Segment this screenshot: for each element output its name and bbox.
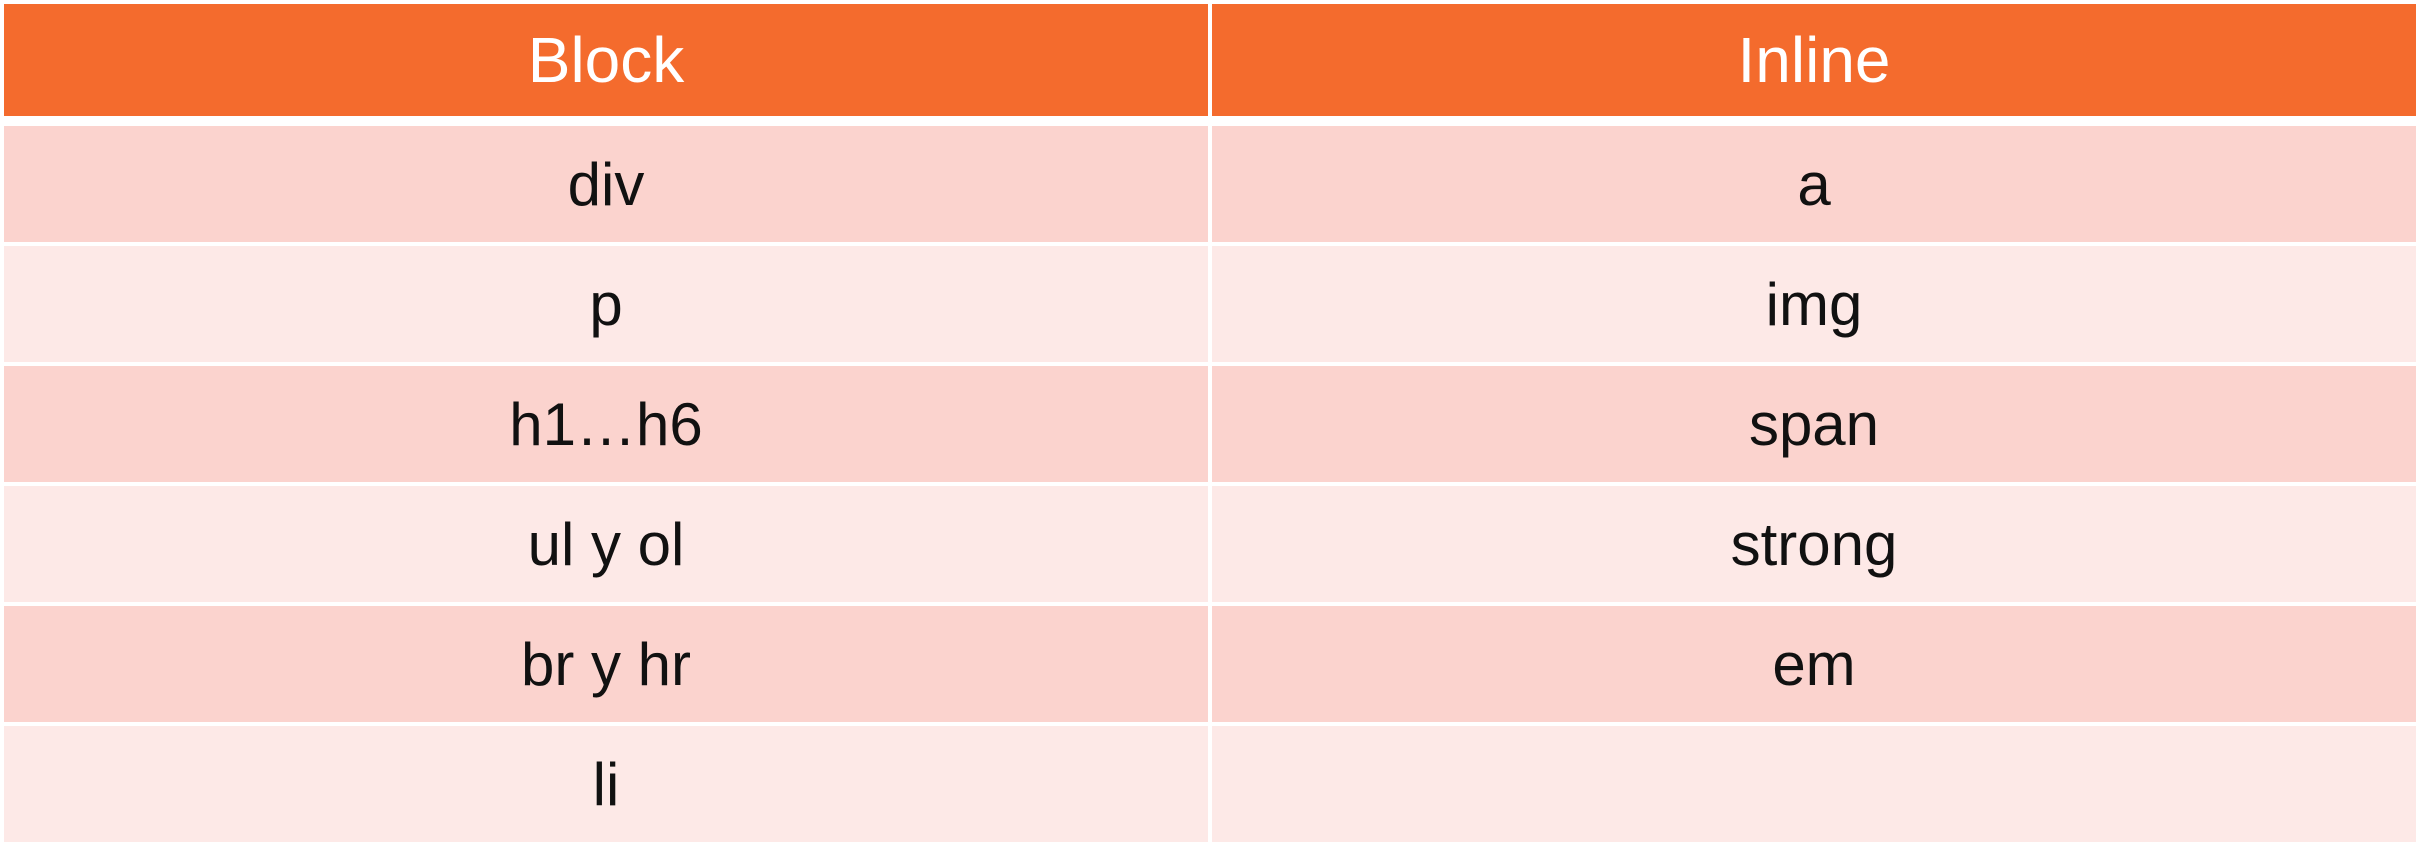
block-cell: br y hr [4,602,1212,726]
column-header-block: Block [4,4,1212,126]
inline-cell: span [1208,362,2416,486]
block-cell: h1…h6 [4,362,1212,486]
table-row: h1…h6 span [4,362,2416,486]
block-inline-table: Block Inline div a p img h1…h6 span ul y… [4,4,2416,842]
block-cell: p [4,242,1212,366]
header-row: Block Inline [4,4,2416,126]
table-row: ul y ol strong [4,482,2416,606]
inline-cell: strong [1208,482,2416,606]
inline-cell: em [1208,602,2416,726]
comparison-table-container: Block Inline div a p img h1…h6 span ul y… [4,4,2416,842]
table-row: li [4,722,2416,842]
column-header-inline: Inline [1208,4,2416,126]
table-header: Block Inline [4,4,2416,126]
table-row: p img [4,242,2416,366]
inline-cell [1208,722,2416,842]
table-row: div a [4,119,2416,246]
inline-cell: a [1208,119,2416,246]
block-cell: li [4,722,1212,842]
table-row: br y hr em [4,602,2416,726]
block-cell: div [4,119,1212,246]
table-body: div a p img h1…h6 span ul y ol strong br… [4,119,2416,842]
inline-cell: img [1208,242,2416,366]
block-cell: ul y ol [4,482,1212,606]
